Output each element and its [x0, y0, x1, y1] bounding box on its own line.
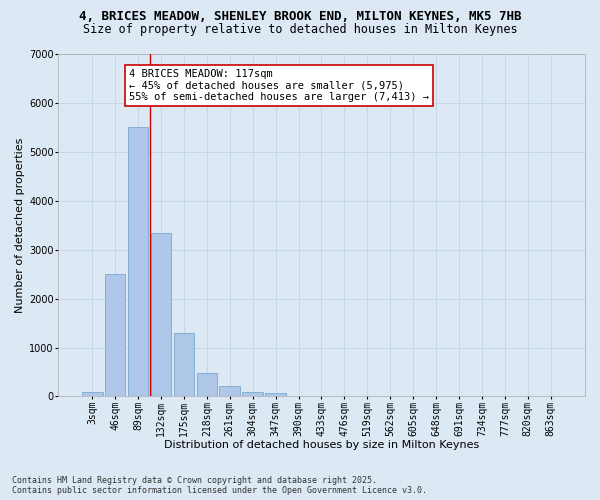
- Text: 4 BRICES MEADOW: 117sqm
← 45% of detached houses are smaller (5,975)
55% of semi: 4 BRICES MEADOW: 117sqm ← 45% of detache…: [129, 68, 429, 102]
- Text: 4, BRICES MEADOW, SHENLEY BROOK END, MILTON KEYNES, MK5 7HB: 4, BRICES MEADOW, SHENLEY BROOK END, MIL…: [79, 10, 521, 23]
- Text: Size of property relative to detached houses in Milton Keynes: Size of property relative to detached ho…: [83, 22, 517, 36]
- Bar: [197, 374, 217, 396]
- X-axis label: Distribution of detached houses by size in Milton Keynes: Distribution of detached houses by size …: [164, 440, 479, 450]
- Bar: [105, 274, 125, 396]
- Bar: [82, 392, 103, 396]
- Bar: [265, 394, 286, 396]
- Text: Contains HM Land Registry data © Crown copyright and database right 2025.
Contai: Contains HM Land Registry data © Crown c…: [12, 476, 427, 495]
- Bar: [151, 232, 172, 396]
- Y-axis label: Number of detached properties: Number of detached properties: [15, 138, 25, 313]
- Bar: [220, 386, 240, 396]
- Bar: [128, 128, 148, 396]
- Bar: [173, 333, 194, 396]
- Bar: [242, 392, 263, 396]
